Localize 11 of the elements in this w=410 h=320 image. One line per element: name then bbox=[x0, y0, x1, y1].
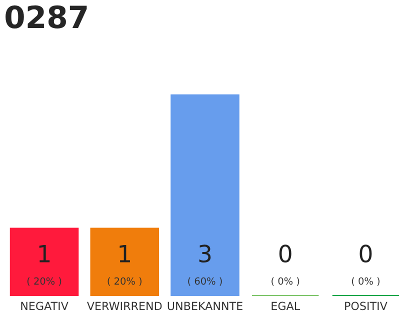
x-tick-label: EGAL bbox=[272, 302, 300, 310]
data-label: 0 ( 0% ) bbox=[272, 244, 300, 286]
data-label: 1 ( 20% ) bbox=[27, 244, 62, 286]
data-label: 0 ( 0% ) bbox=[352, 244, 380, 286]
data-label: 1 ( 20% ) bbox=[108, 244, 142, 286]
chart-title: 0287 bbox=[6, 5, 87, 28]
x-tick-label: POSITIV bbox=[345, 302, 388, 310]
x-tick-label: VERWIRREND bbox=[86, 302, 162, 310]
x-tick-label: NEGATIV bbox=[21, 302, 68, 310]
data-label: 3 ( 60% ) bbox=[188, 244, 222, 286]
x-tick-label: UNBEKANNTE bbox=[168, 302, 242, 310]
